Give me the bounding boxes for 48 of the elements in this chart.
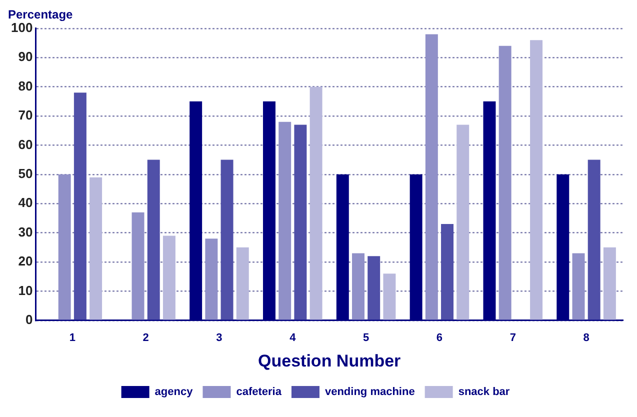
bar — [368, 256, 380, 320]
y-tick-label: 0 — [25, 312, 33, 327]
bar — [530, 40, 543, 320]
bar — [603, 247, 616, 320]
bar — [588, 160, 600, 320]
x-tick-label: 1 — [69, 332, 76, 344]
bar — [205, 238, 218, 320]
bar — [74, 92, 86, 320]
bar — [383, 274, 396, 320]
y-tick-label: 60 — [18, 136, 33, 152]
bar — [425, 34, 438, 320]
bar — [572, 253, 585, 320]
x-tick-label: 4 — [290, 332, 297, 344]
x-tick-label: 8 — [583, 332, 590, 344]
x-tick-label: 6 — [436, 332, 443, 344]
x-tick-label: 3 — [216, 332, 222, 344]
bar — [220, 160, 234, 320]
y-axis-title: Percentage — [8, 8, 74, 22]
y-tick-label: 90 — [18, 49, 33, 64]
x-tick-label: 2 — [142, 332, 149, 344]
y-tick-label: 10 — [18, 282, 33, 298]
y-tick-label: 30 — [18, 224, 33, 240]
y-tick-label: 40 — [18, 195, 33, 210]
bar — [162, 236, 176, 320]
legend-label: snack bar — [458, 386, 510, 398]
x-tick-label: 5 — [362, 332, 370, 344]
legend-label: cafeteria — [236, 386, 282, 398]
bar — [498, 46, 512, 320]
y-tick-label: 50 — [18, 166, 33, 181]
y-tick-label: 80 — [18, 78, 33, 94]
y-tick-label: 20 — [18, 254, 33, 269]
bar — [236, 247, 249, 320]
x-axis-title: Question Number — [258, 351, 402, 370]
legend-label: agency — [154, 386, 194, 398]
bar — [132, 212, 144, 320]
bar — [352, 253, 364, 320]
bar — [147, 160, 160, 320]
bar — [90, 177, 102, 320]
bar — [58, 174, 71, 320]
bar — [310, 86, 322, 320]
legend-label: vending machine — [324, 386, 415, 398]
bar — [278, 122, 292, 320]
bar — [441, 224, 454, 320]
x-tick-label: 7 — [510, 332, 516, 344]
bar — [456, 124, 470, 320]
y-tick-label: 100 — [10, 20, 33, 35]
y-tick-label: 70 — [18, 108, 33, 123]
bar — [294, 124, 307, 320]
